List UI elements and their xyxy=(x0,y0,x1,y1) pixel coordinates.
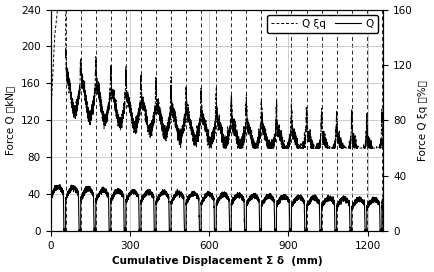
Q ξq xyxy=(295,145,300,148)
Q xyxy=(381,230,386,233)
Q xyxy=(61,230,66,233)
Q ξq xyxy=(168,82,174,85)
Q ξq xyxy=(260,122,265,125)
Q xyxy=(58,183,63,187)
Q xyxy=(168,201,174,204)
Q ξq xyxy=(65,77,70,81)
Q xyxy=(65,194,70,197)
Q ξq xyxy=(48,119,53,122)
Y-axis label: Force Q ξq （%）: Force Q ξq （%） xyxy=(418,80,428,161)
Line: Q: Q xyxy=(51,185,383,231)
Legend: Q ξq, Q: Q ξq, Q xyxy=(267,15,378,33)
Line: Q ξq: Q ξq xyxy=(51,0,383,148)
Q ξq xyxy=(312,146,318,150)
Q xyxy=(295,195,300,199)
Q ξq xyxy=(207,146,212,150)
Y-axis label: Force Q （kN）: Force Q （kN） xyxy=(6,86,16,155)
Q xyxy=(245,201,250,204)
Q ξq xyxy=(381,144,386,147)
Q xyxy=(260,205,265,208)
Q xyxy=(48,196,53,199)
Q xyxy=(312,197,318,200)
Q ξq xyxy=(245,131,250,134)
X-axis label: Cumulative Displacement Σ δ  (mm): Cumulative Displacement Σ δ (mm) xyxy=(112,256,322,267)
